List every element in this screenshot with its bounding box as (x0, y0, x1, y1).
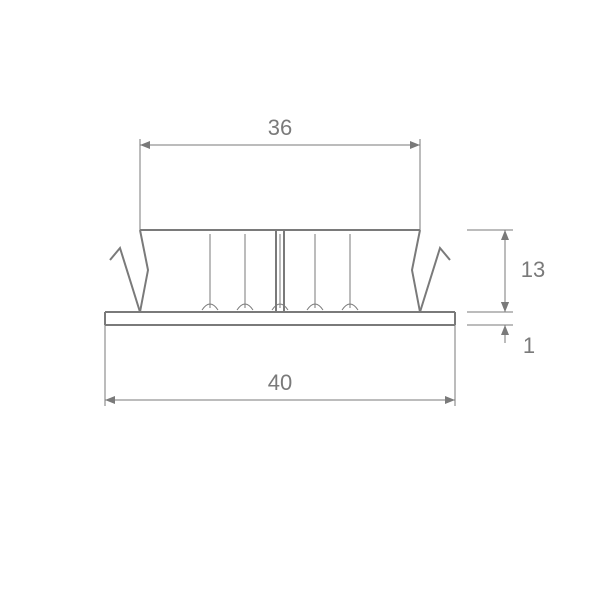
dim-height-upper: 13 (521, 257, 545, 282)
dim-top-width: 36 (268, 115, 292, 140)
dim-bottom-width: 40 (268, 370, 292, 395)
dim-height-lower: 1 (523, 333, 535, 358)
